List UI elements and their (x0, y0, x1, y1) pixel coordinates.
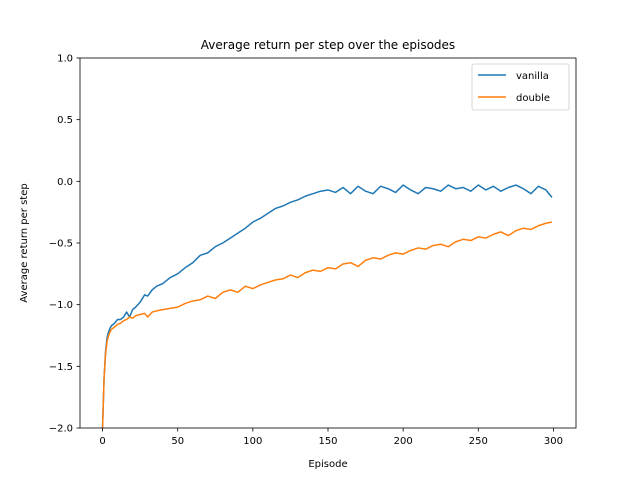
legend-label-double: double (516, 93, 550, 104)
plot-lines (101, 184, 553, 429)
y-tick-label: 1.0 (57, 54, 73, 65)
y-tick-label: 0.0 (57, 177, 73, 188)
y-tick-label: −0.5 (49, 239, 73, 250)
legend-label-vanilla: vanilla (516, 71, 549, 82)
x-tick-label: 200 (394, 436, 413, 447)
chart-title: Average return per step over the episode… (201, 38, 455, 52)
x-tick-label: 300 (544, 436, 563, 447)
x-tick-label: 250 (469, 436, 488, 447)
x-axis-ticks: 0 50 100 150 200 250 300 (99, 428, 563, 447)
y-tick-label: −2.0 (49, 424, 73, 435)
y-axis-label: Average return per step (19, 183, 30, 302)
series-line-vanilla (101, 184, 553, 429)
x-tick-label: 50 (171, 436, 184, 447)
x-tick-label: 150 (318, 436, 337, 447)
y-tick-label: 0.5 (57, 115, 73, 126)
x-tick-label: 0 (99, 436, 105, 447)
x-axis-label: Episode (308, 459, 347, 470)
x-tick-label: 100 (243, 436, 262, 447)
plot-frame (79, 57, 577, 429)
series-line-double (101, 221, 553, 429)
y-axis-ticks: −2.0 −1.5 −1.0 −0.5 0.0 0.5 1.0 (49, 54, 80, 435)
y-tick-label: −1.0 (49, 300, 73, 311)
y-tick-label: −1.5 (49, 362, 73, 373)
legend: vanilla double (471, 63, 570, 111)
